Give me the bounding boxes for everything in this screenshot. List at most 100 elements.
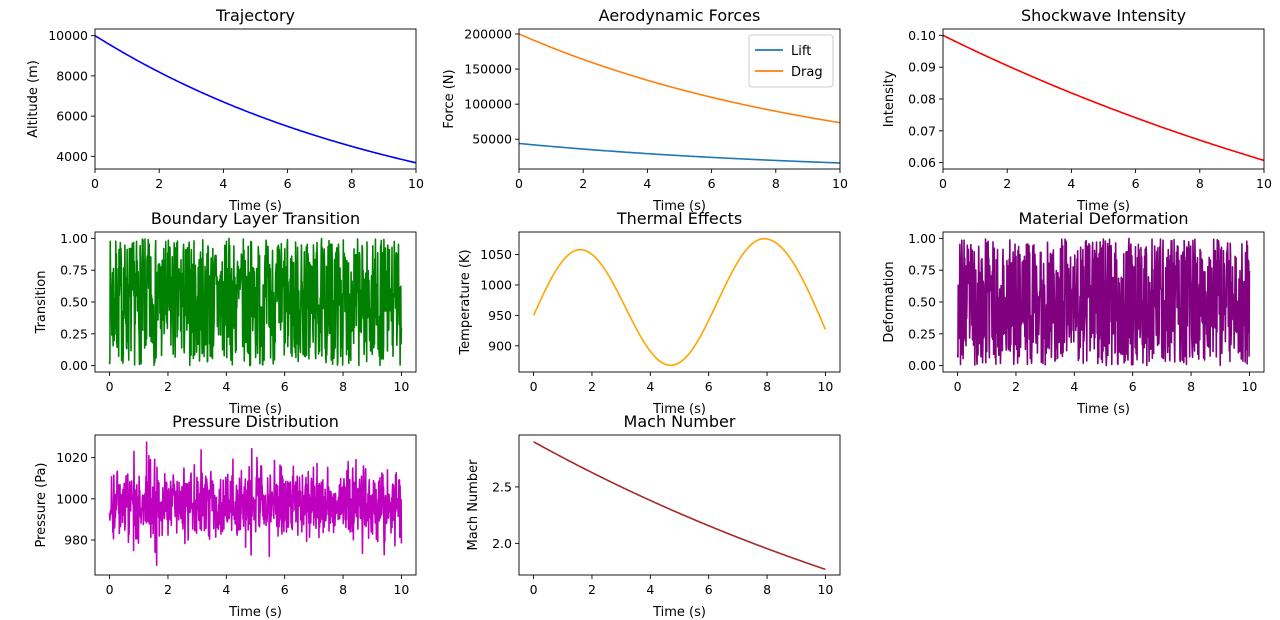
x-tick-label: 2 <box>1003 176 1011 191</box>
axes-frame <box>94 28 417 170</box>
x-tick-label: 8 <box>1196 176 1204 191</box>
x-tick-label: 4 <box>643 176 651 191</box>
axes-frame <box>518 434 841 576</box>
chart-title: Pressure Distribution <box>172 412 339 431</box>
y-tick-label: 1020 <box>56 450 88 465</box>
x-axis-label: Time (s) <box>1076 402 1130 417</box>
legend-label-lift: Lift <box>791 44 811 59</box>
x-axis-label: Time (s) <box>652 605 706 620</box>
x-tick-label: 6 <box>705 582 713 597</box>
x-tick-label: 10 <box>1241 379 1257 394</box>
panel-pressure-distribution: 0 2 4 6 8 10 980 1000 1020 Pressure Distribution T… <box>34 412 417 620</box>
legend-box <box>748 34 834 88</box>
x-tick-label: 0 <box>106 582 114 597</box>
x-tick-label: 8 <box>772 176 780 191</box>
axes-frame <box>942 28 1265 170</box>
x-tick-label: 0 <box>515 176 523 191</box>
x-tick-label: 4 <box>646 379 654 394</box>
x-axis-label: Time (s) <box>1076 199 1130 214</box>
x-tick-label: 0 <box>530 379 538 394</box>
x-tick-label: 2 <box>588 379 596 394</box>
panel-aerodynamic-forces: 0 2 4 6 8 10 50000 100000 150000 200000 Aerodynami… <box>442 6 848 214</box>
x-tick-label: 2 <box>588 582 596 597</box>
y-tick-label: 0.25 <box>908 326 936 341</box>
y-tick-label: 1000 <box>56 491 88 506</box>
y-axis-label: Temperature (K) <box>458 249 473 355</box>
chart-title: Trajectory <box>215 6 295 25</box>
y-tick-label: 0.75 <box>908 263 936 278</box>
series-line-1 <box>532 237 827 367</box>
axes-frame <box>518 28 841 170</box>
y-tick-label: 900 <box>488 338 512 353</box>
y-tick-label: 0.09 <box>908 60 936 75</box>
x-tick-label: 10 <box>393 582 409 597</box>
x-tick-label: 2 <box>164 582 172 597</box>
x-tick-label: 8 <box>763 582 771 597</box>
y-tick-label: 0.50 <box>60 295 88 310</box>
axes-frame <box>518 231 841 373</box>
y-tick-label: 1000 <box>480 277 512 292</box>
series-line-1 <box>108 441 403 566</box>
x-tick-label: 8 <box>348 176 356 191</box>
axes-frame <box>94 434 417 576</box>
chart-title: Material Deformation <box>1018 209 1188 228</box>
x-tick-label: 6 <box>1132 176 1140 191</box>
x-tick-label: 4 <box>222 582 230 597</box>
x-tick-label: 2 <box>164 379 172 394</box>
chart-title: Mach Number <box>624 412 736 431</box>
y-tick-label: 0.00 <box>60 358 88 373</box>
y-tick-label: 2.5 <box>492 479 512 494</box>
x-tick-label: 10 <box>832 176 848 191</box>
legend-label-drag: Drag <box>791 65 823 80</box>
y-tick-label: 200000 <box>464 26 512 41</box>
x-tick-label: 6 <box>281 582 289 597</box>
y-axis-label: Mach Number <box>466 459 481 551</box>
x-tick-label: 2 <box>155 176 163 191</box>
x-tick-label: 8 <box>763 379 771 394</box>
x-axis-label: Time (s) <box>228 605 282 620</box>
series-line-1 <box>108 237 403 367</box>
x-tick-label: 4 <box>1067 176 1075 191</box>
panel-material-deformation: 0 2 4 6 8 10 0.00 0.25 0.50 0.75 1.00 Material Defo… <box>882 209 1265 417</box>
y-tick-label: 950 <box>488 308 512 323</box>
series-line-1 <box>956 237 1251 367</box>
y-tick-label: 2.0 <box>492 536 512 551</box>
y-tick-label: 1050 <box>480 247 512 262</box>
series-line-1 <box>943 34 1264 162</box>
series-line-drag <box>519 33 840 124</box>
y-tick-label: 0.25 <box>60 326 88 341</box>
y-tick-label: 0.06 <box>908 155 936 170</box>
y-tick-label: 100000 <box>464 97 512 112</box>
x-tick-label: 10 <box>817 582 833 597</box>
y-axis-label: Altitude (m) <box>26 60 41 138</box>
x-tick-label: 0 <box>939 176 947 191</box>
x-tick-label: 2 <box>579 176 587 191</box>
panel-boundary-layer-transition: 0 2 4 6 8 10 0.00 0.25 0.50 0.75 1.00 Boundary Laye… <box>34 209 417 417</box>
x-tick-label: 0 <box>91 176 99 191</box>
x-tick-label: 4 <box>1070 379 1078 394</box>
chart-title: Aerodynamic Forces <box>599 6 761 25</box>
panel-mach-number: 0 2 4 6 8 10 2.0 2.5 Mach Number Time (s) Mach Num… <box>466 412 841 620</box>
x-tick-label: 4 <box>222 379 230 394</box>
y-axis-label: Intensity <box>882 70 897 127</box>
y-axis-label: Pressure (Pa) <box>34 462 49 547</box>
panel-shockwave-intensity: 0 2 4 6 8 10 0.06 0.07 0.08 0.09 0.10 Shockwave Int… <box>882 6 1272 214</box>
panel-trajectory: 0 2 4 6 8 10 4000 6000 8000 10000 Trajectory Time (… <box>26 6 424 214</box>
legend: Lift Drag <box>748 34 834 88</box>
panel-thermal-effects: 0 2 4 6 8 10 900 950 1000 1050 Thermal Effects Time… <box>458 209 841 417</box>
y-tick-label: 10000 <box>48 28 88 43</box>
x-tick-label: 2 <box>1012 379 1020 394</box>
x-tick-label: 0 <box>954 379 962 394</box>
x-tick-label: 6 <box>284 176 292 191</box>
y-axis-label: Deformation <box>882 261 897 342</box>
x-tick-label: 4 <box>646 582 654 597</box>
x-tick-label: 10 <box>1256 176 1272 191</box>
x-tick-label: 6 <box>281 379 289 394</box>
series-line-1 <box>95 34 416 164</box>
y-tick-label: 0.08 <box>908 92 936 107</box>
chart-title: Shockwave Intensity <box>1021 6 1186 25</box>
y-tick-label: 0.50 <box>908 295 936 310</box>
series-line-lift <box>519 142 840 164</box>
y-tick-label: 4000 <box>56 149 88 164</box>
